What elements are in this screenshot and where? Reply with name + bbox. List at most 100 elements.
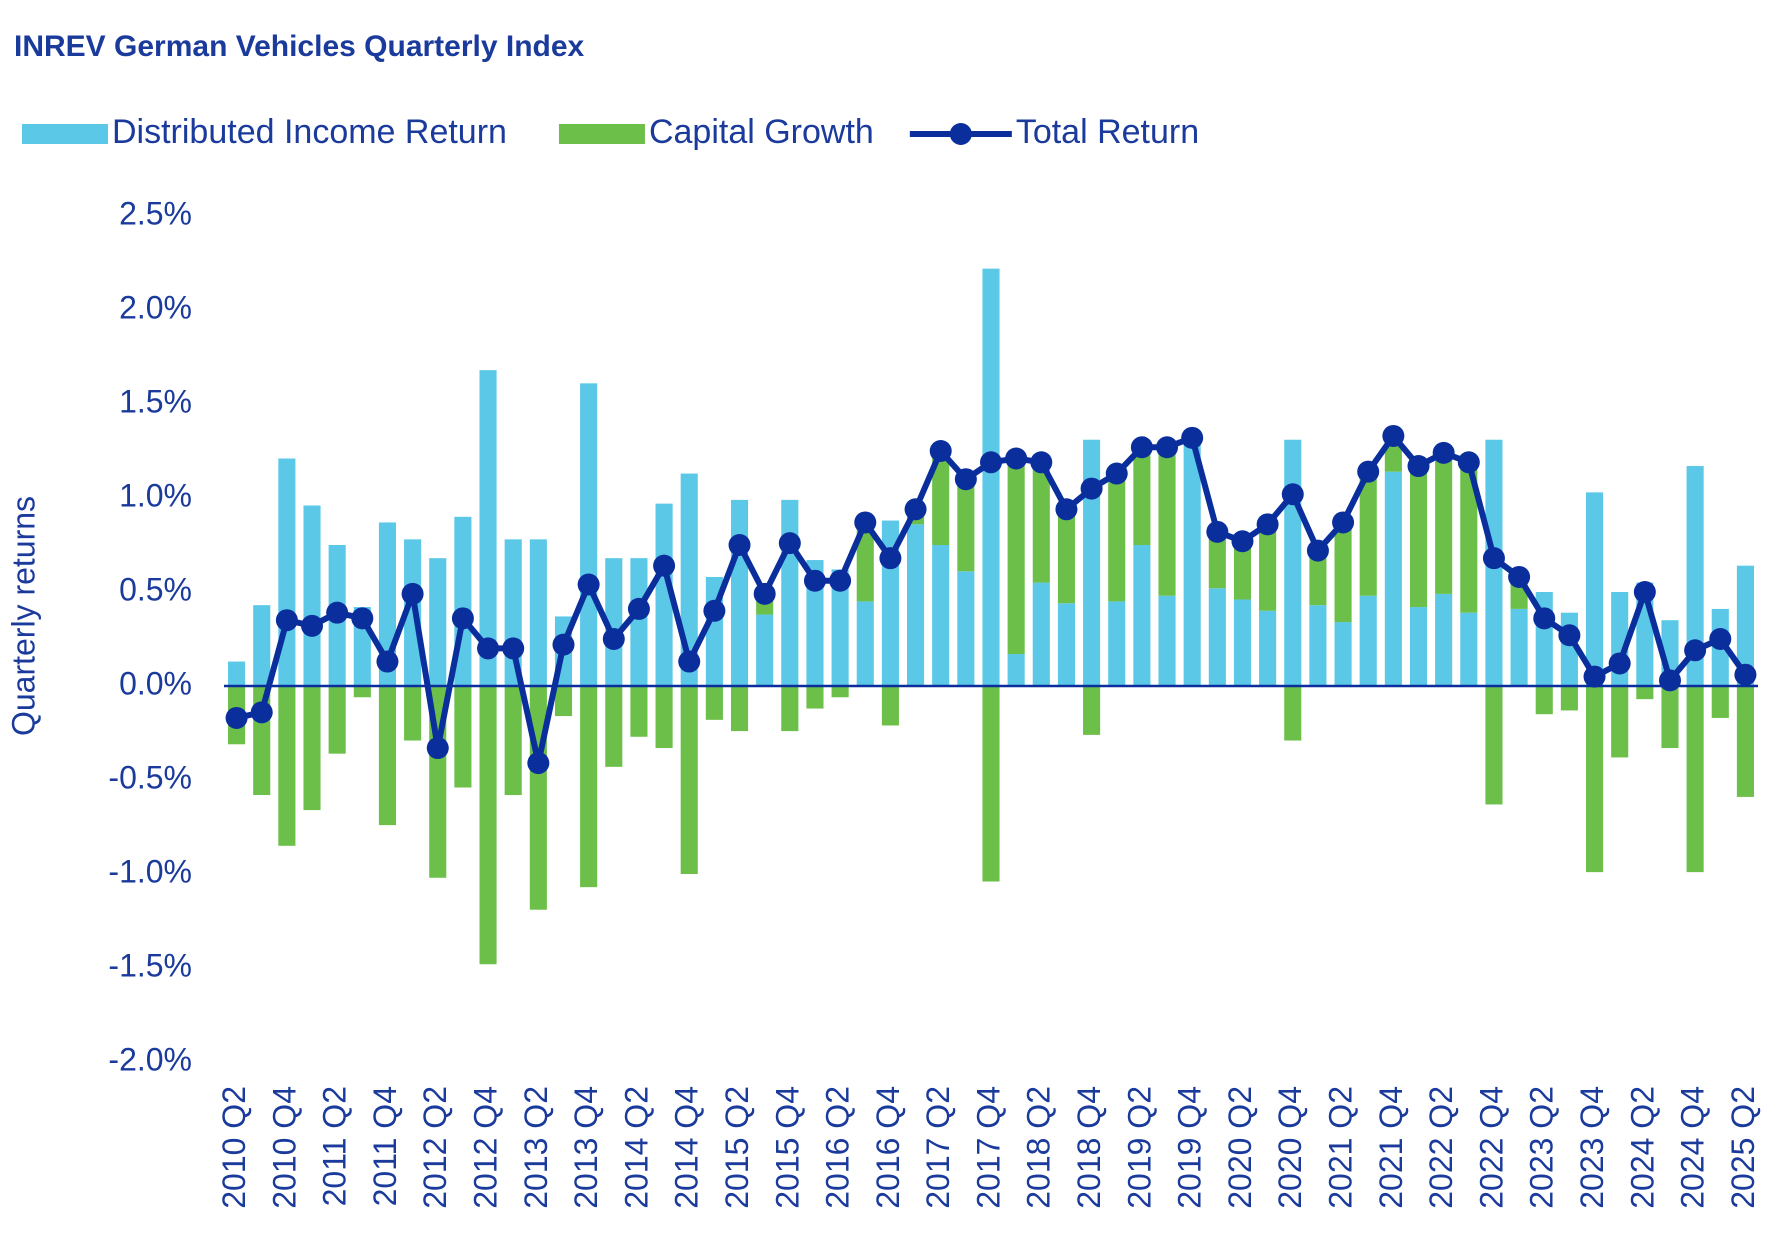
y-tick-label: -1.5%: [108, 947, 192, 983]
line-marker: [527, 752, 550, 775]
chart-title: INREV German Vehicles Quarterly Index: [14, 30, 585, 63]
line-marker: [552, 633, 575, 656]
y-tick-label: -0.5%: [108, 759, 192, 795]
line-marker: [250, 701, 273, 724]
x-tick-label: 2024 Q4: [1675, 1086, 1711, 1209]
line-marker: [1684, 639, 1707, 662]
legend-swatch: [949, 123, 972, 145]
x-tick-label: 2014 Q2: [618, 1086, 654, 1209]
bar: [1359, 471, 1377, 596]
legend-label: Distributed Income Return: [112, 113, 507, 151]
bar: [1485, 686, 1503, 805]
line-marker: [1633, 581, 1656, 603]
x-tick-label: 2012 Q2: [417, 1086, 453, 1209]
x-tick-label: 2011 Q4: [367, 1086, 403, 1206]
bar: [1711, 686, 1729, 718]
bar: [1284, 686, 1302, 741]
line-marker: [577, 573, 600, 596]
y-tick-label: 1.0%: [119, 477, 192, 513]
bar: [1435, 593, 1453, 686]
bar: [404, 539, 422, 686]
bar: [1585, 492, 1604, 686]
bar: [932, 452, 950, 545]
x-tick-label: 2023 Q2: [1524, 1086, 1560, 1209]
x-tick-label: 2018 Q4: [1071, 1086, 1107, 1209]
bar: [1208, 531, 1226, 589]
line-marker: [1734, 663, 1757, 686]
line-marker: [426, 737, 449, 760]
x-tick-label: 2015 Q2: [719, 1086, 755, 1209]
line-marker: [1407, 455, 1430, 478]
line-marker: [929, 440, 952, 462]
bar: [1686, 466, 1704, 686]
bar: [907, 524, 925, 686]
line-marker: [728, 534, 751, 556]
bar: [1083, 439, 1101, 686]
bar: [1032, 582, 1050, 686]
line-marker: [703, 599, 726, 622]
line-marker: [829, 569, 852, 592]
bar: [529, 686, 547, 910]
bar: [1284, 439, 1302, 686]
legend-swatch: [22, 124, 108, 144]
bar: [1409, 607, 1428, 686]
bar: [1133, 447, 1151, 545]
bar: [831, 686, 849, 698]
bar: [1359, 595, 1377, 686]
x-tick-label: 2014 Q4: [669, 1086, 705, 1209]
bar: [479, 370, 497, 686]
bar: [1309, 605, 1327, 686]
line-marker: [1181, 426, 1204, 449]
line-marker: [351, 607, 374, 630]
bar: [1057, 603, 1075, 686]
bar: [1611, 686, 1629, 758]
line-marker: [1281, 483, 1304, 506]
bar: [856, 601, 874, 686]
bar: [1460, 612, 1478, 686]
line-marker: [627, 597, 650, 620]
bar: [982, 268, 1000, 686]
line-marker: [477, 637, 500, 660]
bar: [1435, 452, 1453, 594]
bar: [1007, 654, 1025, 686]
y-tick-label: -2.0%: [108, 1041, 192, 1077]
line-marker: [1608, 652, 1631, 675]
x-tick-label: 2020 Q2: [1222, 1086, 1258, 1209]
line-marker: [778, 532, 801, 555]
bar: [655, 686, 673, 749]
bar: [1007, 458, 1025, 655]
line-marker: [753, 582, 776, 605]
line-marker: [1055, 498, 1078, 521]
x-tick-label: 2022 Q2: [1423, 1086, 1459, 1209]
bar: [1736, 686, 1754, 797]
line-marker: [1306, 539, 1329, 562]
bar: [303, 686, 321, 811]
bar: [378, 686, 397, 826]
bar: [1108, 601, 1126, 686]
line-marker: [1508, 565, 1531, 588]
line-marker: [326, 601, 349, 624]
bar: [404, 686, 422, 741]
bar: [580, 686, 598, 888]
bar: [806, 560, 824, 686]
bar: [580, 383, 598, 686]
bar: [429, 558, 447, 686]
x-tick-label: 2017 Q4: [970, 1086, 1006, 1209]
legend-label: Capital Growth: [649, 113, 874, 151]
x-tick-label: 2011 Q2: [317, 1086, 353, 1206]
y-tick-label: 0.5%: [119, 571, 192, 607]
x-tick-label: 2015 Q4: [769, 1086, 805, 1209]
bar: [1585, 686, 1604, 873]
bar: [781, 499, 799, 686]
x-tick-label: 2025 Q2: [1725, 1086, 1761, 1209]
bar: [781, 686, 799, 732]
bar: [1183, 445, 1201, 686]
legend-swatch: [558, 124, 645, 144]
y-tick-label: 2.5%: [119, 195, 192, 231]
x-tick-label: 2012 Q4: [468, 1086, 504, 1209]
bar: [1686, 686, 1704, 873]
bar: [680, 473, 698, 686]
line-marker: [1658, 669, 1681, 692]
line-marker: [602, 628, 625, 650]
bar: [1334, 622, 1352, 686]
